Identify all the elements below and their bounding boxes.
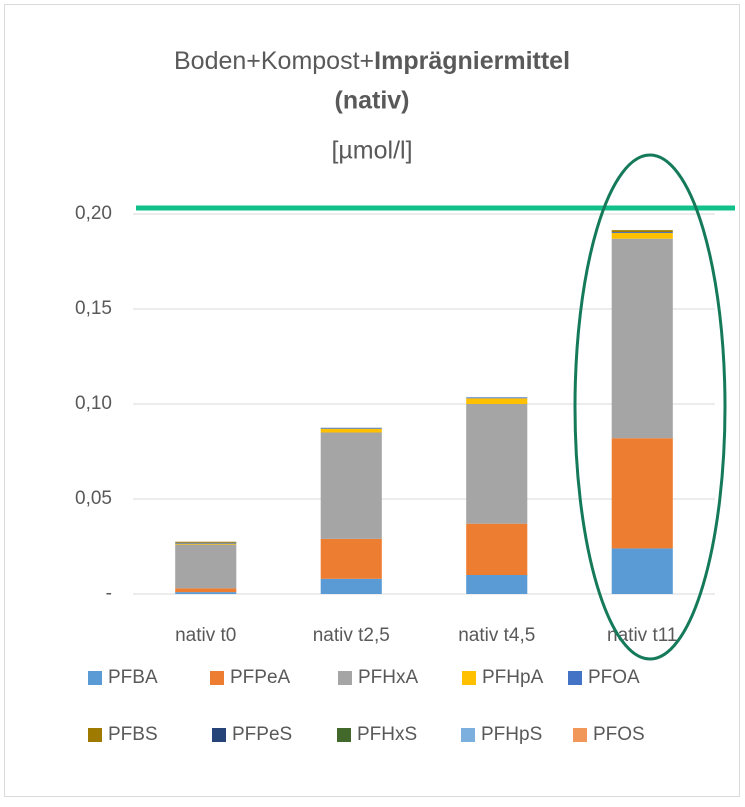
bar-segment: [320, 427, 382, 429]
legend-label: PFOS: [593, 724, 645, 745]
bar-segment: [466, 523, 528, 575]
legend-label: PFPeA: [230, 667, 291, 688]
y-tick-label: 0,05: [75, 488, 112, 509]
legend-swatch: [568, 671, 582, 685]
y-tick-label: 0,10: [75, 393, 112, 414]
plot: - 0,05 0,10 0,15 0,20 nativ t0 nativ t2,5 nativ…: [75, 203, 715, 745]
bar-segment: [611, 230, 673, 233]
annotation-ellipse: [573, 153, 727, 661]
bar-segment: [175, 541, 237, 543]
bar-segment: [466, 404, 528, 524]
legend-label: PFHxS: [357, 724, 417, 745]
bar-segment: [611, 238, 673, 439]
bar-segment: [320, 538, 382, 579]
legend-swatch: [88, 671, 102, 685]
chart-subtitle: [µmol/l]: [331, 137, 412, 165]
x-tick-label: nativ t11: [607, 625, 677, 646]
legend-swatch: [212, 728, 226, 742]
legend-swatch: [88, 728, 102, 742]
bar-segment: [611, 233, 673, 239]
title-part: Imprägniermittel: [374, 47, 570, 75]
x-tick-label: nativ t4,5: [458, 625, 535, 646]
bar-segment: [175, 588, 237, 593]
legend-label: PFHpA: [482, 667, 544, 688]
legend-swatch: [210, 671, 224, 685]
bar-segment: [320, 428, 382, 433]
legend-label: PFBA: [108, 667, 158, 688]
bar-segment: [466, 397, 528, 399]
legend-swatch: [573, 728, 587, 742]
chart-title: Boden+Kompost+Imprägniermittel: [174, 47, 570, 75]
bar-segment: [611, 548, 673, 594]
legend-swatch: [462, 671, 476, 685]
title-part: Boden+Kompost+: [174, 47, 374, 75]
bar-segment: [466, 575, 528, 594]
bar-segment: [320, 432, 382, 539]
legend-label: PFBS: [108, 724, 158, 745]
x-tick-label: nativ t0: [175, 625, 236, 646]
bar-segment: [175, 544, 237, 589]
bar-segment: [175, 542, 237, 544]
legend-swatch: [461, 728, 475, 742]
legend-label: PFHpS: [481, 724, 542, 745]
y-tick-label: -: [106, 583, 112, 604]
legend-label: PFHxA: [358, 667, 419, 688]
bar-segment: [611, 232, 673, 233]
bar-segment: [320, 578, 382, 594]
bar-segment: [175, 543, 237, 545]
bar-segment: [611, 438, 673, 549]
title-part: (nativ): [335, 87, 410, 115]
legend-label: PFPeS: [232, 724, 292, 745]
y-tick-label: 0,15: [75, 298, 112, 319]
legend-swatch: [337, 728, 351, 742]
bar-segment: [466, 398, 528, 404]
x-tick-label: nativ t2,5: [313, 625, 390, 646]
legend-swatch: [338, 671, 352, 685]
bar-segment: [175, 592, 237, 594]
y-tick-label: 0,20: [75, 203, 112, 224]
legend-label: PFOA: [588, 667, 640, 688]
